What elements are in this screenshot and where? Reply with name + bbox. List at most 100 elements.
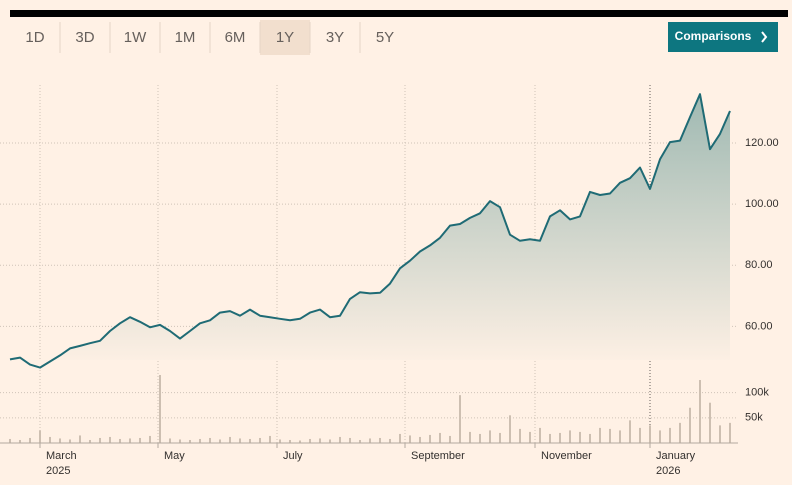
- volume-bar: [579, 431, 581, 443]
- volume-bar: [549, 433, 551, 443]
- area-fill: [10, 94, 730, 368]
- volume-bar: [689, 407, 691, 443]
- volume-bar: [139, 437, 141, 443]
- volume-bar: [159, 375, 161, 443]
- volume-bar: [109, 436, 111, 443]
- volume-bar: [299, 440, 301, 443]
- volume-bar: [699, 380, 701, 443]
- volume-bar: [679, 422, 681, 443]
- range-button[interactable]: 5Y: [376, 29, 394, 46]
- volume-bar: [149, 435, 151, 443]
- volume-bar: [729, 422, 731, 443]
- volume-bar: [99, 437, 101, 443]
- volume-bar: [609, 428, 611, 443]
- volume-bar: [199, 438, 201, 443]
- chevron-icon: [761, 31, 768, 43]
- volume-bar: [289, 439, 291, 443]
- volume-bar: [569, 430, 571, 443]
- range-button[interactable]: 3D: [75, 29, 94, 46]
- volume-bar: [639, 427, 641, 443]
- volume-bar: [469, 431, 471, 443]
- x-tick-sublabel: 2025: [46, 465, 70, 477]
- comparisons-button[interactable]: [668, 22, 778, 52]
- volume-bar: [329, 439, 331, 443]
- volume-bar: [399, 433, 401, 443]
- volume-bar: [19, 439, 21, 443]
- volume-bar: [259, 437, 261, 443]
- volume-bar: [529, 431, 531, 443]
- volume-bar: [349, 437, 351, 443]
- volume-bar: [249, 438, 251, 443]
- y-tick-label: 100.00: [745, 198, 779, 210]
- volume-bar: [119, 438, 121, 443]
- volume-bar: [69, 439, 71, 443]
- comparisons-label[interactable]: Comparisons: [675, 29, 752, 43]
- volume-bar: [619, 430, 621, 443]
- range-button-active[interactable]: [260, 20, 310, 55]
- volume-bar: [589, 433, 591, 443]
- volume-bar: [229, 436, 231, 443]
- volume-bar: [599, 427, 601, 443]
- y-tick-label: 80.00: [745, 259, 773, 271]
- price-line: [9, 93, 731, 369]
- volume-bar: [459, 395, 461, 443]
- x-tick-label: May: [164, 450, 185, 462]
- range-button[interactable]: 1Y: [276, 29, 294, 46]
- volume-bar: [339, 436, 341, 443]
- x-tick-sublabel: 2026: [656, 465, 680, 477]
- x-tick-label: March: [46, 450, 77, 462]
- volume-bar: [449, 435, 451, 443]
- volume-bar: [629, 420, 631, 443]
- volume-bar: [379, 437, 381, 443]
- volume-bar: [59, 438, 61, 443]
- volume-bar: [29, 437, 31, 443]
- volume-bar: [539, 427, 541, 443]
- volume-bar: [39, 430, 41, 443]
- x-tick-label: January: [656, 450, 696, 462]
- x-tick-label: July: [283, 450, 303, 462]
- volume-bar: [169, 438, 171, 443]
- volume-bar: [429, 434, 431, 443]
- volume-bar: [179, 439, 181, 443]
- volume-bar: [719, 425, 721, 443]
- range-button[interactable]: 1D: [25, 29, 44, 46]
- volume-bar: [439, 432, 441, 443]
- volume-bar: [709, 402, 711, 443]
- volume-bar: [519, 428, 521, 443]
- volume-bar: [89, 439, 91, 443]
- volume-bar: [309, 438, 311, 443]
- volume-bar: [269, 435, 271, 443]
- volume-bar: [219, 439, 221, 443]
- volume-bar: [319, 438, 321, 443]
- volume-bar: [389, 438, 391, 443]
- volume-bar: [209, 437, 211, 443]
- top-bar: [10, 10, 788, 17]
- volume-bar: [659, 430, 661, 443]
- volume-bar: [559, 432, 561, 443]
- volume-bar: [509, 415, 511, 443]
- range-button[interactable]: 1M: [175, 29, 196, 46]
- range-button[interactable]: 6M: [225, 29, 246, 46]
- y-tick-label: 120.00: [745, 137, 779, 149]
- y-tick-label: 60.00: [745, 320, 773, 332]
- x-tick-label: November: [541, 450, 592, 462]
- volume-bar: [49, 436, 51, 443]
- y-tick-label: 100k: [745, 387, 769, 399]
- volume-bar: [79, 435, 81, 443]
- volume-bar: [409, 435, 411, 443]
- volume-bar: [479, 433, 481, 443]
- volume-bar: [489, 430, 491, 443]
- volume-bar: [499, 432, 501, 443]
- volume-bar: [189, 439, 191, 443]
- range-button[interactable]: 1W: [124, 29, 147, 46]
- volume-bar: [649, 425, 651, 443]
- range-button[interactable]: 3Y: [326, 29, 344, 46]
- volume-bar: [239, 438, 241, 443]
- volume-bar: [359, 439, 361, 443]
- x-tick-label: September: [411, 450, 465, 462]
- volume-bar: [9, 438, 11, 443]
- volume-bar: [369, 438, 371, 443]
- y-tick-label: 50k: [745, 412, 763, 424]
